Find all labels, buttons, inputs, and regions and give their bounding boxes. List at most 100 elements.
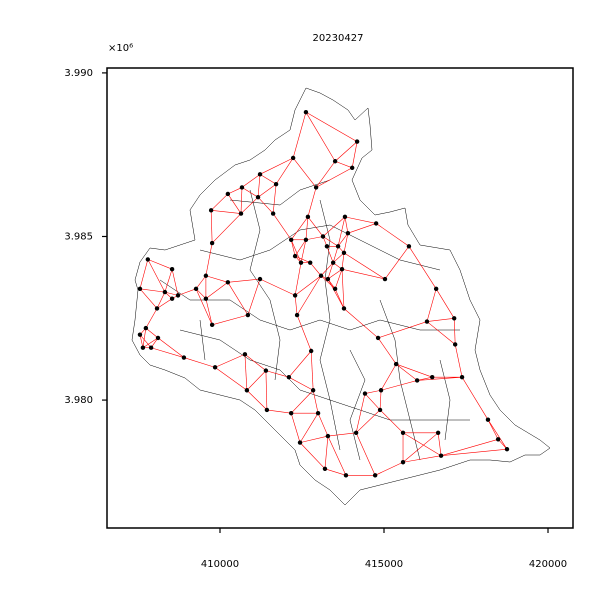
node [354, 139, 360, 144]
edge [335, 160, 353, 169]
x-tick-label: 420000 [529, 559, 567, 570]
edge [210, 210, 213, 244]
edge [156, 298, 173, 309]
node [145, 257, 151, 262]
node [288, 410, 294, 416]
node [406, 244, 412, 249]
node [353, 430, 359, 435]
edge [324, 468, 347, 476]
node [270, 211, 276, 216]
node [203, 296, 209, 301]
node [452, 342, 458, 347]
edge [212, 314, 248, 326]
edge [244, 354, 267, 371]
edge [426, 288, 437, 322]
edge [288, 350, 312, 378]
edge [241, 187, 259, 198]
x-tick-label: 415000 [365, 559, 403, 570]
edge [214, 367, 248, 391]
edge [246, 390, 268, 411]
node [162, 289, 168, 295]
edge [227, 193, 242, 214]
node [414, 378, 420, 383]
edge [275, 157, 294, 185]
node [378, 388, 384, 393]
node [332, 286, 338, 292]
inner-boundaries [159, 179, 470, 461]
node [257, 276, 263, 282]
node [313, 185, 319, 190]
edge [195, 275, 207, 290]
node [308, 260, 313, 265]
edge [227, 187, 243, 195]
edge [315, 167, 353, 188]
node [430, 374, 435, 380]
edge [384, 246, 410, 280]
edge [310, 350, 314, 391]
node [339, 267, 345, 272]
node [303, 109, 309, 115]
edge [257, 174, 261, 198]
edge [396, 363, 433, 378]
edge [205, 282, 229, 299]
edge [378, 321, 428, 339]
edge [139, 334, 152, 348]
edge [315, 161, 336, 188]
node [203, 273, 209, 278]
edge [322, 236, 339, 247]
edge [265, 370, 268, 410]
node [137, 286, 143, 292]
edge [265, 370, 289, 378]
node [239, 185, 245, 190]
edge [320, 275, 336, 290]
edge [417, 376, 463, 381]
edge [145, 327, 159, 339]
edge [437, 432, 442, 456]
node [424, 319, 430, 324]
node [433, 286, 439, 292]
edge [290, 239, 302, 263]
node [435, 430, 441, 435]
edge [240, 197, 259, 214]
edge [320, 262, 334, 276]
edge [337, 233, 349, 247]
node [330, 260, 336, 265]
edge [210, 193, 229, 211]
edge [257, 183, 277, 198]
edge [355, 432, 376, 476]
edge [157, 337, 185, 358]
node [292, 253, 298, 259]
edge [147, 259, 173, 270]
edges [139, 111, 508, 476]
node [263, 368, 269, 373]
edge [461, 377, 489, 420]
edge [259, 174, 277, 185]
node [504, 446, 510, 452]
edge [305, 236, 324, 241]
node [335, 244, 341, 249]
edge [312, 390, 319, 414]
node [286, 374, 292, 380]
edge [257, 197, 274, 214]
y-tick-label: 3.980 [64, 395, 93, 406]
node [290, 155, 296, 161]
edge [426, 321, 456, 345]
edge [164, 269, 173, 293]
plot-frame [106, 67, 574, 529]
edge [307, 187, 317, 217]
region-outline [131, 87, 551, 506]
edge [408, 246, 437, 290]
node [332, 159, 338, 164]
node [322, 466, 328, 471]
node [155, 335, 161, 341]
edge [227, 282, 249, 316]
edge [240, 187, 243, 214]
node [169, 296, 175, 301]
node [362, 391, 368, 396]
edge [211, 213, 242, 244]
node [264, 407, 270, 413]
node [308, 348, 314, 354]
node [225, 191, 231, 197]
node [485, 417, 491, 422]
